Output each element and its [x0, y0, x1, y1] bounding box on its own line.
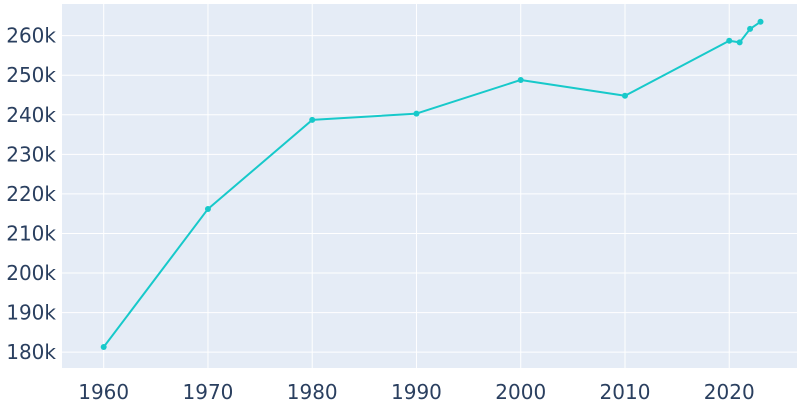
- y-tick-label: 240k: [6, 103, 56, 127]
- data-point-2020: [726, 37, 733, 44]
- data-point-2000: [517, 76, 524, 83]
- x-tick-label: 2010: [600, 380, 651, 400]
- data-point-2023: [757, 18, 764, 25]
- x-tick-label: 2000: [495, 380, 546, 400]
- y-tick-label: 230k: [6, 142, 56, 166]
- x-tick-label: 2020: [704, 380, 755, 400]
- grid-lines: [62, 4, 797, 368]
- data-point-2022: [747, 25, 754, 32]
- y-tick-label: 260k: [6, 24, 56, 48]
- y-tick-label: 190k: [6, 301, 56, 325]
- data-point-1990: [413, 110, 420, 117]
- data-point-1970: [204, 205, 211, 212]
- data-point-2021: [736, 39, 743, 46]
- x-tick-label: 1990: [391, 380, 442, 400]
- y-tick-label: 200k: [6, 261, 56, 285]
- x-tick-label: 1980: [287, 380, 338, 400]
- y-tick-label: 220k: [6, 182, 56, 206]
- population-series-line: [102, 20, 762, 348]
- x-tick-label: 1970: [183, 380, 234, 400]
- data-point-1960: [100, 344, 107, 351]
- y-tick-label: 180k: [6, 340, 56, 364]
- data-point-1980: [309, 116, 316, 123]
- x-axis-ticks: 1960 1970 1980 1990 2000 2010 2020: [78, 380, 754, 400]
- y-axis-ticks: 180k 190k 200k 210k 220k 230k 240k 250k 260k: [6, 24, 56, 365]
- y-tick-label: 210k: [6, 221, 56, 245]
- plot-background: [62, 4, 797, 368]
- x-tick-label: 1960: [78, 380, 129, 400]
- series-layer: [100, 18, 764, 351]
- data-point-2010: [621, 92, 628, 99]
- y-tick-label: 250k: [6, 63, 56, 87]
